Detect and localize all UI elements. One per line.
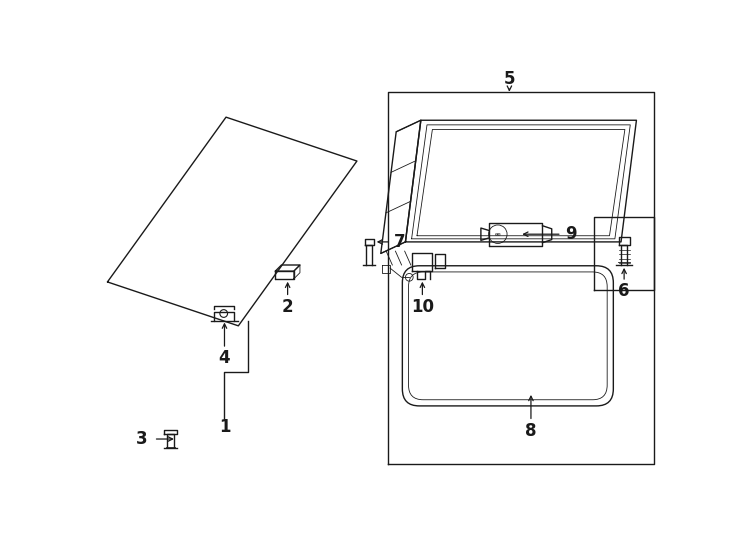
Text: 9: 9 [565,225,577,243]
Text: 5: 5 [504,70,515,87]
Text: 8: 8 [526,422,537,440]
Text: 7: 7 [394,233,406,251]
Text: ee: ee [495,232,501,237]
Text: 2: 2 [282,298,294,315]
Text: 3: 3 [136,430,147,448]
Text: 6: 6 [618,282,630,300]
Text: 4: 4 [219,349,230,367]
Text: 1: 1 [219,418,230,436]
Text: 10: 10 [411,298,434,316]
